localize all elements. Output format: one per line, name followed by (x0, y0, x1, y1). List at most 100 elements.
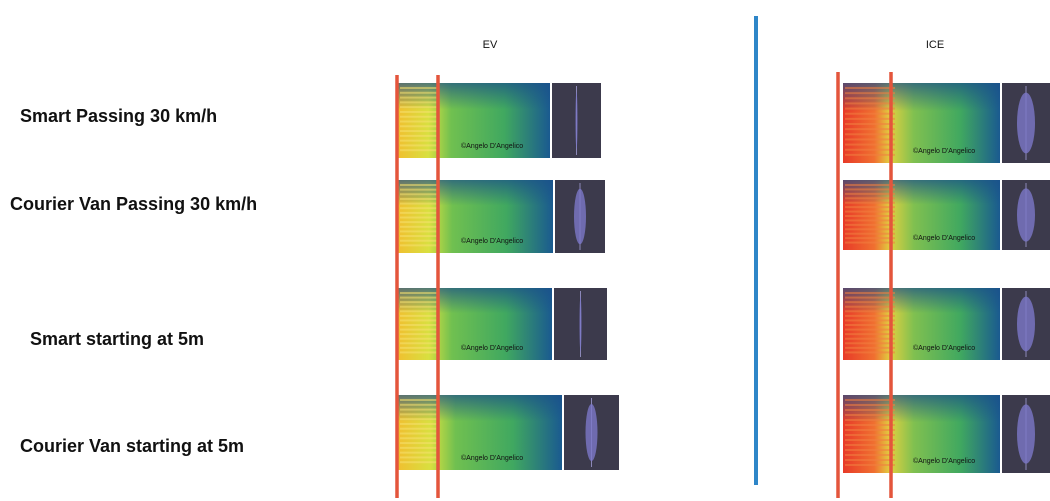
spectral-band (845, 237, 895, 240)
spectral-band (845, 429, 895, 431)
spectral-band (400, 134, 438, 137)
column-title: ICE (926, 39, 944, 51)
watermark: ©Angelo D'Angelico (461, 237, 523, 245)
spectral-band (845, 419, 895, 421)
spectral-band (400, 125, 438, 128)
spectrogram-panel: ©Angelo D'Angelico (843, 83, 1050, 163)
spectral-band (400, 225, 438, 228)
marker-lines (395, 72, 893, 498)
spectral-band (400, 399, 438, 401)
spectral-band (845, 112, 895, 115)
spectral-band (845, 296, 895, 299)
spectral-band (400, 207, 438, 210)
spectral-band (845, 424, 895, 426)
spectral-band (400, 451, 438, 454)
spectrogram-panel: ©Angelo D'Angelico (398, 180, 605, 253)
spectral-band (845, 324, 895, 326)
spectral-band (845, 219, 895, 222)
spectral-band (400, 115, 438, 118)
spectral-band (400, 342, 438, 345)
spectral-band (400, 328, 438, 331)
spectral-band (400, 197, 438, 200)
spectral-band (400, 346, 438, 349)
spectral-band (845, 439, 895, 441)
spectral-band (845, 328, 895, 331)
waveform (1017, 296, 1035, 352)
watermark: ©Angelo D'Angelico (461, 454, 523, 462)
spectral-band (845, 414, 895, 416)
row-label: Smart starting at 5m (30, 329, 204, 349)
spectral-band (845, 128, 895, 131)
spectral-band (845, 206, 895, 209)
spectral-band (845, 305, 895, 308)
watermark: ©Angelo D'Angelico (913, 457, 975, 465)
spectral-band (400, 310, 438, 313)
watermark: ©Angelo D'Angelico (913, 344, 975, 352)
spectral-band (845, 92, 895, 95)
column-title: EV (483, 39, 498, 51)
spectral-band (845, 351, 895, 354)
spectral-band (845, 97, 895, 100)
spectral-band (400, 106, 438, 109)
waveform (579, 296, 582, 352)
spectral-band (845, 143, 895, 146)
spectral-band (400, 184, 438, 186)
spectrogram-panel: ©Angelo D'Angelico (398, 83, 601, 158)
spectral-band (845, 333, 895, 336)
spectral-band (400, 333, 438, 336)
spectral-band (400, 324, 438, 326)
spectral-band (845, 148, 895, 151)
waveform (574, 188, 586, 245)
spectral-band (400, 244, 438, 247)
spectral-band (845, 342, 895, 345)
spectral-band (845, 409, 895, 411)
watermark: ©Angelo D'Angelico (461, 344, 523, 352)
waveform (1017, 404, 1035, 464)
spectral-band (845, 319, 895, 322)
spectral-band (400, 296, 438, 299)
spectral-band (845, 337, 895, 340)
spectral-band (400, 305, 438, 308)
spectral-band (400, 101, 438, 104)
spectral-band (400, 418, 438, 421)
spectral-band (400, 130, 438, 133)
spectral-band (400, 351, 438, 354)
spectral-band (400, 87, 438, 89)
spectral-band (845, 459, 895, 461)
spectral-band (400, 456, 438, 459)
spectral-band (845, 241, 895, 244)
waveform (575, 92, 578, 149)
spectral-band (400, 211, 438, 214)
spectral-band (845, 346, 895, 349)
spectral-band (845, 454, 895, 456)
watermark: ©Angelo D'Angelico (913, 147, 975, 155)
spectral-band (845, 123, 895, 125)
spectral-band (400, 110, 438, 113)
spectral-band (400, 337, 438, 340)
spectral-band (845, 197, 895, 200)
spectral-band (400, 422, 438, 425)
spectral-band (400, 427, 438, 430)
spectral-band (400, 432, 438, 435)
spectrogram-panel: ©Angelo D'Angelico (398, 395, 619, 470)
spectral-band (400, 314, 438, 317)
spectral-band (845, 192, 895, 195)
spectral-band (400, 139, 438, 142)
spectrograms: ©Angelo D'Angelico ©Angelo D'Angelico ©Ang… (398, 83, 1050, 473)
spectral-band (845, 444, 895, 446)
spectral-band (845, 188, 895, 191)
spectral-band (845, 228, 895, 231)
spectral-band (400, 91, 438, 94)
spectral-band (845, 107, 895, 110)
spectral-band (400, 120, 438, 123)
spectral-band (400, 235, 438, 238)
spectral-band (400, 239, 438, 242)
spectral-band (400, 188, 438, 191)
spectral-band (845, 310, 895, 313)
spectral-band (400, 149, 438, 152)
spectral-band (400, 301, 438, 304)
spectral-band (400, 230, 438, 233)
spectral-band (400, 292, 438, 294)
